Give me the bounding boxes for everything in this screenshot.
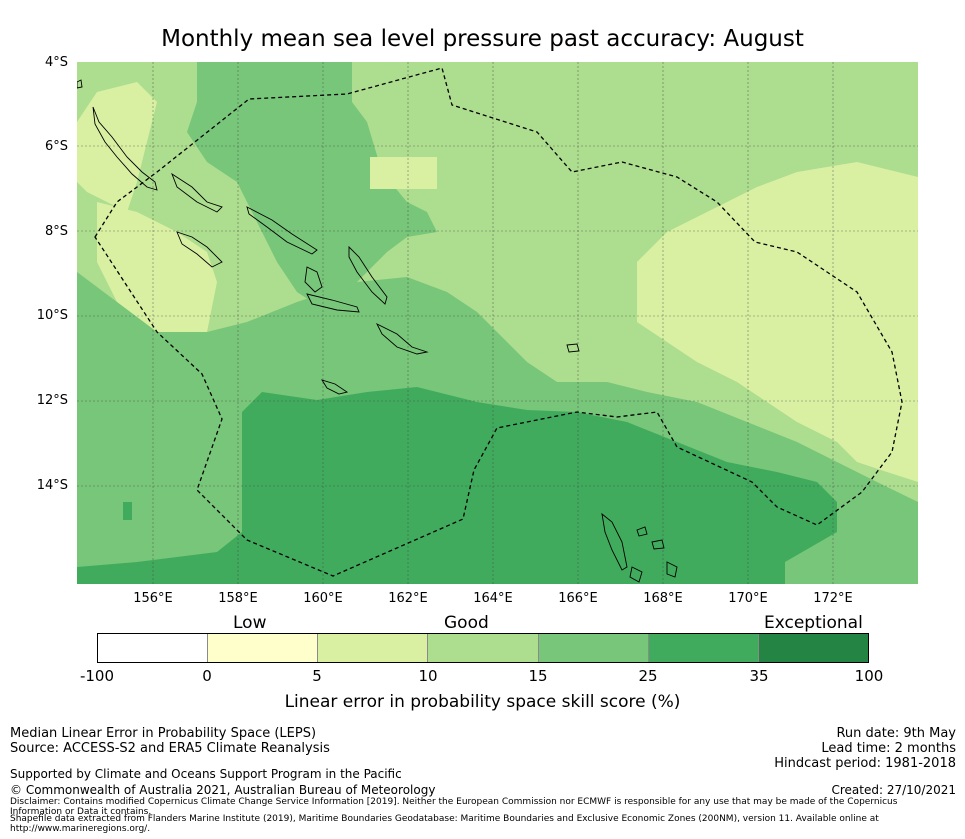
source-text: Source: ACCESS-S2 and ERA5 Climate Reana… [10, 741, 330, 756]
colorbar-tick: 35 [749, 667, 769, 685]
skill-region-5-10-west [77, 82, 157, 212]
lon-label: 156°E [133, 591, 173, 606]
colorbar-segment [208, 634, 319, 662]
lon-label: 170°E [728, 591, 768, 606]
lon-label: 168°E [643, 591, 683, 606]
colorbar-tick: 10 [418, 667, 438, 685]
skill-region-25-35-patch [123, 502, 132, 520]
colorbar-segment [648, 634, 759, 662]
colorbar-tick: -100 [79, 667, 115, 685]
lat-label: 8°S [44, 224, 68, 239]
colorbar [97, 633, 869, 663]
map-gridlines [77, 62, 918, 584]
lat-label: 4°S [44, 55, 68, 70]
lat-label: 12°S [36, 393, 68, 408]
colorbar-tick: 15 [528, 667, 548, 685]
lon-label: 164°E [473, 591, 513, 606]
colorbar-segment [758, 634, 868, 662]
lon-label: 172°E [813, 591, 853, 606]
created-date: Created: 27/10/2021 [831, 783, 956, 797]
lon-label: 160°E [303, 591, 343, 606]
lat-label: 6°S [44, 139, 68, 154]
disclaimer-text: Disclaimer: Contains modified Copernicus… [10, 797, 898, 817]
colorbar-tick: 5 [312, 667, 322, 685]
lon-label: 162°E [388, 591, 428, 606]
category-exceptional: Exceptional [764, 613, 863, 633]
skill-region-25-35 [77, 387, 837, 584]
lat-label: 14°S [36, 478, 68, 493]
lon-label: 158°E [218, 591, 258, 606]
lon-label: 166°E [558, 591, 598, 606]
lead-time: Lead time: 2 months [821, 741, 956, 756]
colorbar-tick: 0 [202, 667, 212, 685]
category-good: Good [444, 613, 489, 633]
shapefile-text: Shapefile data extracted from Flanders M… [10, 814, 879, 834]
map-title: Monthly mean sea level pressure past acc… [161, 26, 804, 52]
lat-label: 10°S [36, 308, 68, 323]
island-coastlines [77, 79, 678, 583]
colorbar-label: Linear error in probability space skill … [284, 692, 681, 712]
skill-region-15-25-north [187, 62, 437, 312]
copyright-text: © Commonwealth of Australia 2021, Austra… [10, 783, 436, 797]
colorbar-segment [428, 634, 539, 662]
skill-region-5-10-east [637, 162, 918, 482]
colorbar-segment [318, 634, 429, 662]
eez-boundary [94, 67, 903, 577]
method-text: Median Linear Error in Probability Space… [10, 726, 317, 741]
colorbar-segment [538, 634, 649, 662]
colorbar-segment [98, 634, 209, 662]
support-text: Supported by Climate and Oceans Support … [10, 767, 402, 781]
skill-region-5-10-west2 [97, 202, 217, 337]
colorbar-tick: 100 [854, 667, 884, 685]
skill-region-5-10-patch [370, 157, 437, 189]
category-low: Low [233, 613, 267, 633]
run-date: Run date: 9th May [836, 726, 956, 741]
colorbar-tick: 25 [638, 667, 658, 685]
skill-map [77, 62, 918, 584]
hindcast-period: Hindcast period: 1981-2018 [774, 756, 956, 771]
